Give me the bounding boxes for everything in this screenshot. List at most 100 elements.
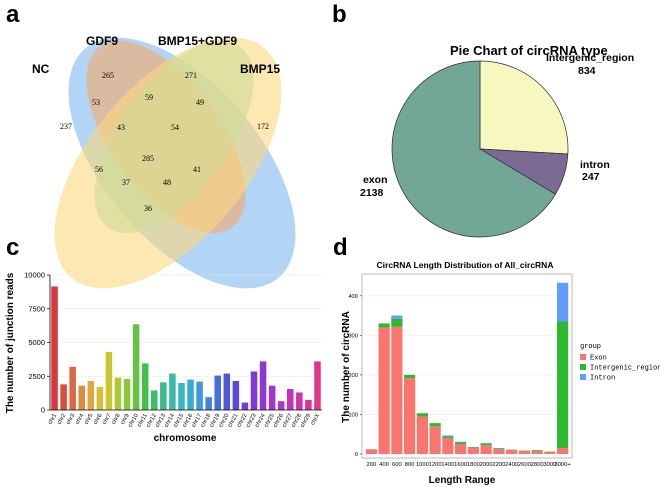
bar-chart-d-y-ticks: 0 100 200 300 400	[348, 294, 358, 458]
bar-1600-intergenic-region	[455, 442, 467, 445]
d-ytick-0: 0	[355, 452, 358, 458]
d-xtick-1800: 1800	[467, 462, 480, 468]
pie-slice-exon	[391, 60, 556, 238]
xtick-chrX: chrX	[310, 413, 321, 426]
bar-chart-d-xlabel: Length Range	[429, 475, 496, 486]
bar-chr17	[196, 381, 203, 410]
venn-region-gdf9-bmp15: 41	[193, 165, 201, 174]
bar-chr26	[277, 401, 285, 410]
pie-label-intergenic-value: 834	[578, 65, 596, 77]
bar-chart-c-bars	[51, 286, 321, 410]
bar-1000-intergenic-region	[416, 413, 428, 417]
pie-label-exon-value: 2138	[360, 187, 384, 199]
bar-600-intron	[391, 315, 403, 319]
bar-chr29	[305, 399, 312, 410]
bar-3000+-intron	[557, 282, 569, 322]
venn-region-nc-gdf9-bmp15: 48	[163, 178, 171, 187]
bar-2400-exon	[506, 450, 518, 454]
d-xtick-2000: 2000	[480, 462, 493, 468]
d-ytick-1: 100	[348, 412, 358, 418]
d-xtick-600: 600	[392, 462, 402, 468]
panel-letter-d: d	[333, 234, 348, 261]
bar-chr10	[132, 324, 140, 410]
legend-item-intergenic-region: Intergenic_region	[590, 365, 660, 373]
bar-chart-c-xlabel: chromosome	[154, 433, 217, 444]
bar-2000-intergenic-region	[480, 443, 492, 446]
bar-2000-intron	[480, 442, 492, 444]
venn-label-bmp15-gdf9: BMP15+GDF9	[158, 34, 237, 48]
bar-2200-intergenic-region	[493, 448, 505, 450]
bar-800-intergenic-region	[404, 374, 416, 379]
legend-swatch-intergenic-region	[580, 364, 586, 370]
d-xtick-2200: 2200	[492, 462, 505, 468]
venn-region-nc-gdf9: 53	[92, 98, 100, 107]
xtick-chr6: chr6	[93, 413, 104, 426]
bar-chr18	[205, 397, 212, 410]
pie-label-intron-value: 247	[582, 171, 600, 183]
d-ytick-2: 200	[348, 373, 358, 379]
venn-region-bmp15-only: 172	[257, 122, 269, 131]
venn-region-gdf9-bg: 59	[145, 93, 153, 102]
venn-region-bg-bmp15: 49	[196, 98, 204, 107]
bar-600-exon	[391, 326, 403, 454]
c-ytick-0: 0	[41, 406, 45, 415]
bar-chart-c-y-ticks: 0 2500 5000 7500 10000	[24, 271, 45, 415]
bar-chr21	[232, 380, 240, 410]
pie-chart	[391, 60, 569, 238]
pie-slice-intergenic-region	[479, 60, 569, 155]
bar-chr23	[250, 371, 258, 410]
d-xtick-2800: 2800	[531, 462, 544, 468]
d-xtick-3000: 3000	[543, 462, 556, 468]
xtick-chr1: chr1	[47, 413, 58, 426]
legend-swatch-intron	[580, 374, 586, 380]
venn-set-bmp15	[54, 37, 282, 289]
bar-chr24	[259, 361, 267, 410]
bar-chart-d-legend: group Exon Intergenic_region Intron	[580, 343, 660, 383]
legend-swatch-exon	[580, 354, 586, 360]
d-xtick-400: 400	[379, 462, 389, 468]
bar-3000+-intergenic-region	[557, 321, 569, 449]
bar-chr20	[223, 373, 231, 410]
bar-chr13	[160, 382, 167, 410]
bar-3000-exon	[544, 452, 556, 454]
venn-region-nc-bmp15: 36	[144, 204, 152, 213]
panel-letter-a: a	[6, 1, 20, 28]
venn-region-gdf9-bg-bmp15: 54	[171, 123, 179, 132]
bar-chr4	[78, 385, 85, 410]
legend-item-exon: Exon	[590, 355, 607, 363]
bar-chr8	[114, 377, 122, 410]
bar-chr2	[60, 384, 67, 410]
bar-chr15	[178, 383, 185, 410]
bar-400-exon	[378, 327, 390, 454]
d-xtick-200: 200	[367, 462, 377, 468]
bar-chr16	[187, 379, 194, 410]
venn-region-nc-bg: 56	[95, 165, 103, 174]
xtick-chr7: chr7	[102, 413, 113, 426]
xtick-chr9: chr9	[120, 413, 131, 426]
bar-1600-intron	[455, 441, 467, 443]
pie-title: Pie Chart of circRNA type	[450, 43, 608, 58]
panel-letter-b: b	[332, 1, 347, 28]
bar-chr19	[214, 375, 221, 410]
bar-1600-exon	[455, 444, 467, 454]
venn-region-all: 285	[142, 154, 154, 163]
d-xtick-2400: 2400	[505, 462, 518, 468]
bar-200-exon	[365, 449, 377, 454]
bar-chr27	[287, 389, 294, 410]
d-xtick-1600: 1600	[454, 462, 467, 468]
bar-2800-exon	[531, 450, 543, 454]
bar-chr6	[96, 387, 104, 410]
venn-label-nc: NC	[32, 62, 50, 76]
bar-2600-exon	[518, 450, 530, 454]
d-xtick-2600: 2600	[518, 462, 531, 468]
bar-chr5	[87, 380, 95, 410]
bar-chr1	[51, 286, 58, 410]
bar-chart-c-ylabel: The number of junction reads	[5, 272, 16, 413]
bar-1800-exon	[467, 448, 479, 454]
venn-region-nc-gdf9-bg: 43	[117, 123, 125, 132]
xtick-chr5: chr5	[84, 413, 95, 426]
bar-chr7	[105, 351, 113, 410]
bar-chr22	[241, 402, 249, 410]
venn-region-nc-bg-bmp15: 37	[122, 178, 130, 187]
d-xtick-1400: 1400	[441, 462, 454, 468]
